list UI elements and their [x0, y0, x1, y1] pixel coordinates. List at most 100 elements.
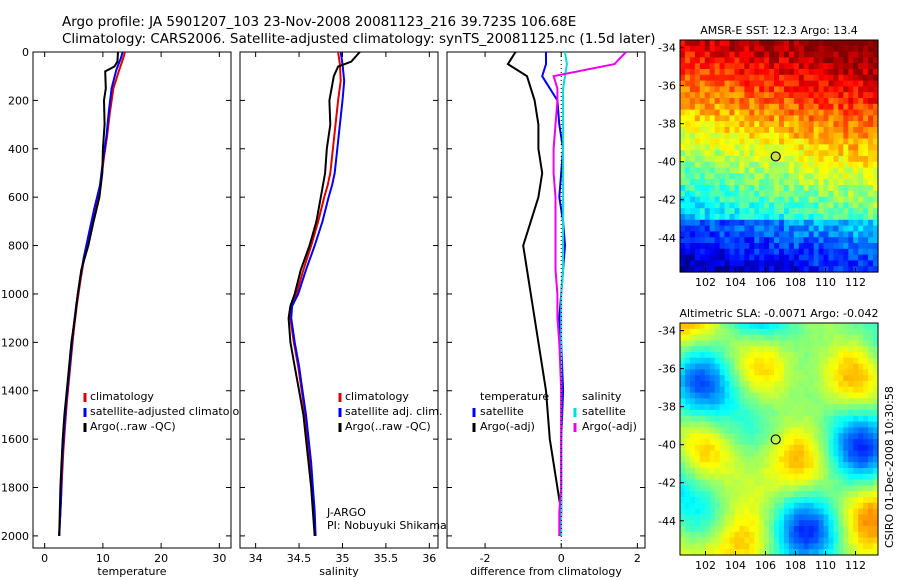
heatmap-cell — [754, 439, 760, 446]
heatmap-cell — [828, 167, 835, 174]
heatmap-cell — [764, 219, 770, 227]
heatmap-cell — [848, 369, 854, 376]
heatmap-cell — [808, 491, 815, 498]
heatmap-cell — [680, 40, 686, 47]
heatmap-cell — [754, 444, 760, 452]
heatmap-cell — [828, 63, 835, 70]
heatmap-cell — [803, 45, 810, 53]
heatmap-cell — [873, 392, 879, 399]
heatmap-cell — [818, 531, 825, 539]
heatmap-cell — [724, 363, 731, 370]
heatmap-cell — [823, 214, 830, 221]
heatmap-cell — [694, 369, 701, 376]
heatmap-cell — [694, 462, 701, 469]
heatmap-cell — [699, 167, 706, 174]
heatmap-cell — [843, 57, 849, 64]
heatmap-cell — [808, 40, 815, 47]
heatmap-cell — [699, 98, 706, 105]
heatmap-cell — [823, 132, 830, 140]
heatmap-cell — [803, 537, 810, 544]
heatmap-cell — [798, 185, 805, 192]
heatmap-cell — [868, 352, 874, 359]
heatmap-cell — [828, 121, 835, 128]
heatmap-cell — [838, 363, 844, 370]
heatmap-cell — [783, 74, 790, 82]
heatmap-cell — [774, 485, 780, 492]
heatmap-cell — [724, 150, 731, 157]
map-y-tick-label: -36 — [658, 363, 676, 376]
heatmap-cell — [749, 92, 755, 99]
heatmap-cell — [863, 398, 869, 405]
heatmap-cell — [833, 109, 839, 116]
heatmap-cell — [769, 231, 775, 238]
heatmap-cell — [704, 208, 711, 215]
heatmap-cell — [873, 328, 879, 336]
heatmap-cell — [724, 404, 731, 411]
heatmap-cell — [764, 266, 770, 273]
heatmap-cell — [774, 328, 780, 336]
heatmap-cell — [749, 479, 755, 486]
heatmap-cell — [868, 266, 874, 273]
heatmap-cell — [783, 439, 790, 446]
heatmap-cell — [739, 357, 745, 365]
heatmap-cell — [828, 243, 835, 250]
heatmap-cell — [803, 346, 810, 353]
heatmap-cell — [714, 531, 721, 539]
heatmap-cell — [754, 208, 760, 215]
heatmap-cell — [808, 196, 815, 203]
heatmap-cell — [818, 549, 825, 556]
heatmap-cell — [754, 502, 760, 510]
heatmap-cell — [818, 363, 825, 370]
heatmap-cell — [798, 179, 805, 186]
heatmap-cell — [818, 266, 825, 273]
heatmap-cell — [744, 150, 750, 157]
heatmap-cell — [813, 352, 820, 359]
heatmap-cell — [704, 357, 711, 365]
heatmap-cell — [754, 485, 760, 492]
heatmap-cell — [863, 103, 869, 111]
heatmap-cell — [694, 502, 701, 510]
heatmap-cell — [833, 520, 839, 527]
heatmap-cell — [808, 328, 815, 336]
heatmap-cell — [709, 375, 716, 382]
heatmap-cell — [833, 150, 839, 157]
heatmap-cell — [813, 357, 820, 365]
heatmap-cell — [853, 415, 859, 423]
heatmap-cell — [779, 92, 785, 99]
heatmap-cell — [823, 421, 830, 428]
heatmap-cell — [739, 144, 745, 151]
annotation-label: PI: Nobuyuki Shikama — [327, 519, 447, 532]
heatmap-cell — [838, 479, 844, 486]
heatmap-cell — [754, 237, 760, 244]
heatmap-cell — [759, 485, 765, 492]
heatmap-cell — [833, 231, 839, 238]
heatmap-cell — [853, 121, 859, 128]
heatmap-cell — [699, 520, 706, 527]
heatmap-cell — [704, 248, 711, 256]
heatmap-cell — [828, 109, 835, 116]
heatmap-cell — [694, 179, 701, 186]
heatmap-cell — [769, 51, 775, 58]
heatmap-cell — [783, 537, 790, 544]
heatmap-cell — [694, 138, 701, 145]
heatmap-cell — [719, 334, 726, 341]
heatmap-cell — [798, 266, 805, 273]
heatmap-cell — [779, 208, 785, 215]
heatmap-cell — [734, 340, 740, 347]
heatmap-cell — [744, 63, 750, 70]
heatmap-cell — [774, 404, 780, 411]
heatmap-cell — [704, 254, 711, 261]
heatmap-cell — [734, 450, 740, 457]
heatmap-cell — [843, 45, 849, 53]
heatmap-cell — [774, 86, 780, 93]
heatmap-cell — [808, 127, 815, 134]
heatmap-cell — [774, 392, 780, 399]
heatmap-cell — [774, 167, 780, 174]
legend-label: Argo(-adj) — [582, 420, 637, 433]
heatmap-cell — [793, 115, 800, 122]
heatmap-cell — [689, 514, 696, 521]
heatmap-cell — [779, 132, 785, 140]
heatmap-cell — [739, 363, 745, 370]
heatmap-cell — [709, 450, 716, 457]
heatmap-cell — [704, 51, 711, 58]
